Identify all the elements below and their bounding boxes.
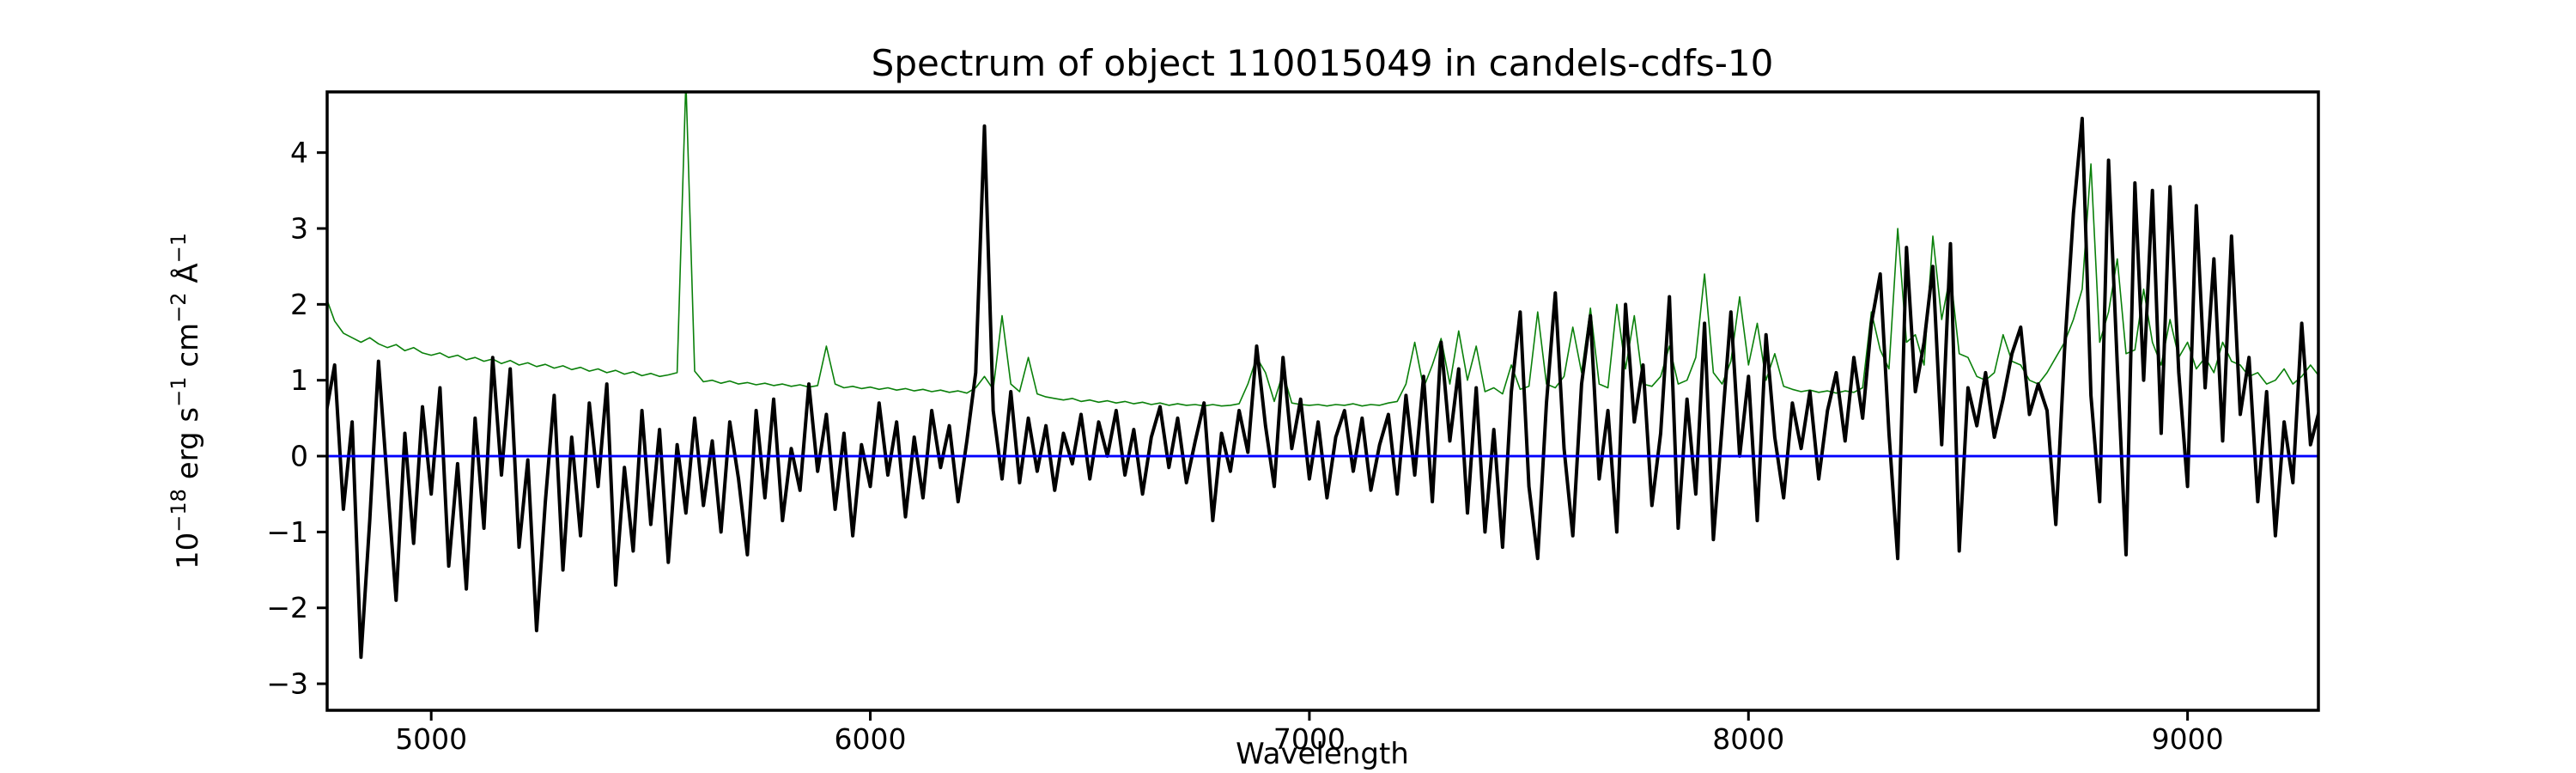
y-label-exponent: −1 bbox=[167, 376, 191, 406]
y-tick-label: −3 bbox=[266, 667, 308, 701]
axes-spines bbox=[325, 90, 2320, 712]
plot-series-group bbox=[327, 92, 2318, 660]
y-label-exponent: −1 bbox=[167, 233, 191, 263]
axes-ticks-group: 5000 6000 7000 8000 9000 4 3 2 1 0 −1 −2 −3 bbox=[266, 136, 2223, 756]
y-tick-label: 0 bbox=[290, 440, 308, 473]
flux-spectrum bbox=[327, 116, 2318, 660]
y-label-units-cm: cm bbox=[171, 323, 205, 377]
x-tick-label: 8000 bbox=[1712, 722, 1784, 756]
x-axis-label: Wavelength bbox=[1236, 737, 1409, 771]
chart-title: Spectrum of object 110015049 in candels-… bbox=[872, 42, 1774, 84]
x-tick-label: 5000 bbox=[395, 722, 467, 756]
y-tick-label: −1 bbox=[266, 515, 308, 549]
axes-background bbox=[327, 92, 2318, 710]
y-tick-label: −2 bbox=[266, 591, 308, 624]
y-label-units-angstrom: Å bbox=[170, 263, 205, 292]
y-axis-label: 10−18 erg s−1 cm−2 Å−1 bbox=[167, 233, 205, 569]
y-label-exponent: −18 bbox=[167, 489, 191, 533]
y-tick-label: 4 bbox=[290, 136, 308, 169]
y-tick-label: 1 bbox=[290, 363, 308, 397]
y-label-exponent: −2 bbox=[167, 292, 191, 322]
y-tick-label: 2 bbox=[290, 288, 308, 321]
x-tick-label: 6000 bbox=[835, 722, 907, 756]
y-tick-label: 3 bbox=[290, 212, 308, 246]
x-tick-label: 7000 bbox=[1273, 722, 1346, 756]
x-tick-label: 9000 bbox=[2152, 722, 2224, 756]
y-label-units-erg-s: erg s bbox=[171, 407, 205, 489]
y-label-base: 10 bbox=[171, 533, 205, 569]
